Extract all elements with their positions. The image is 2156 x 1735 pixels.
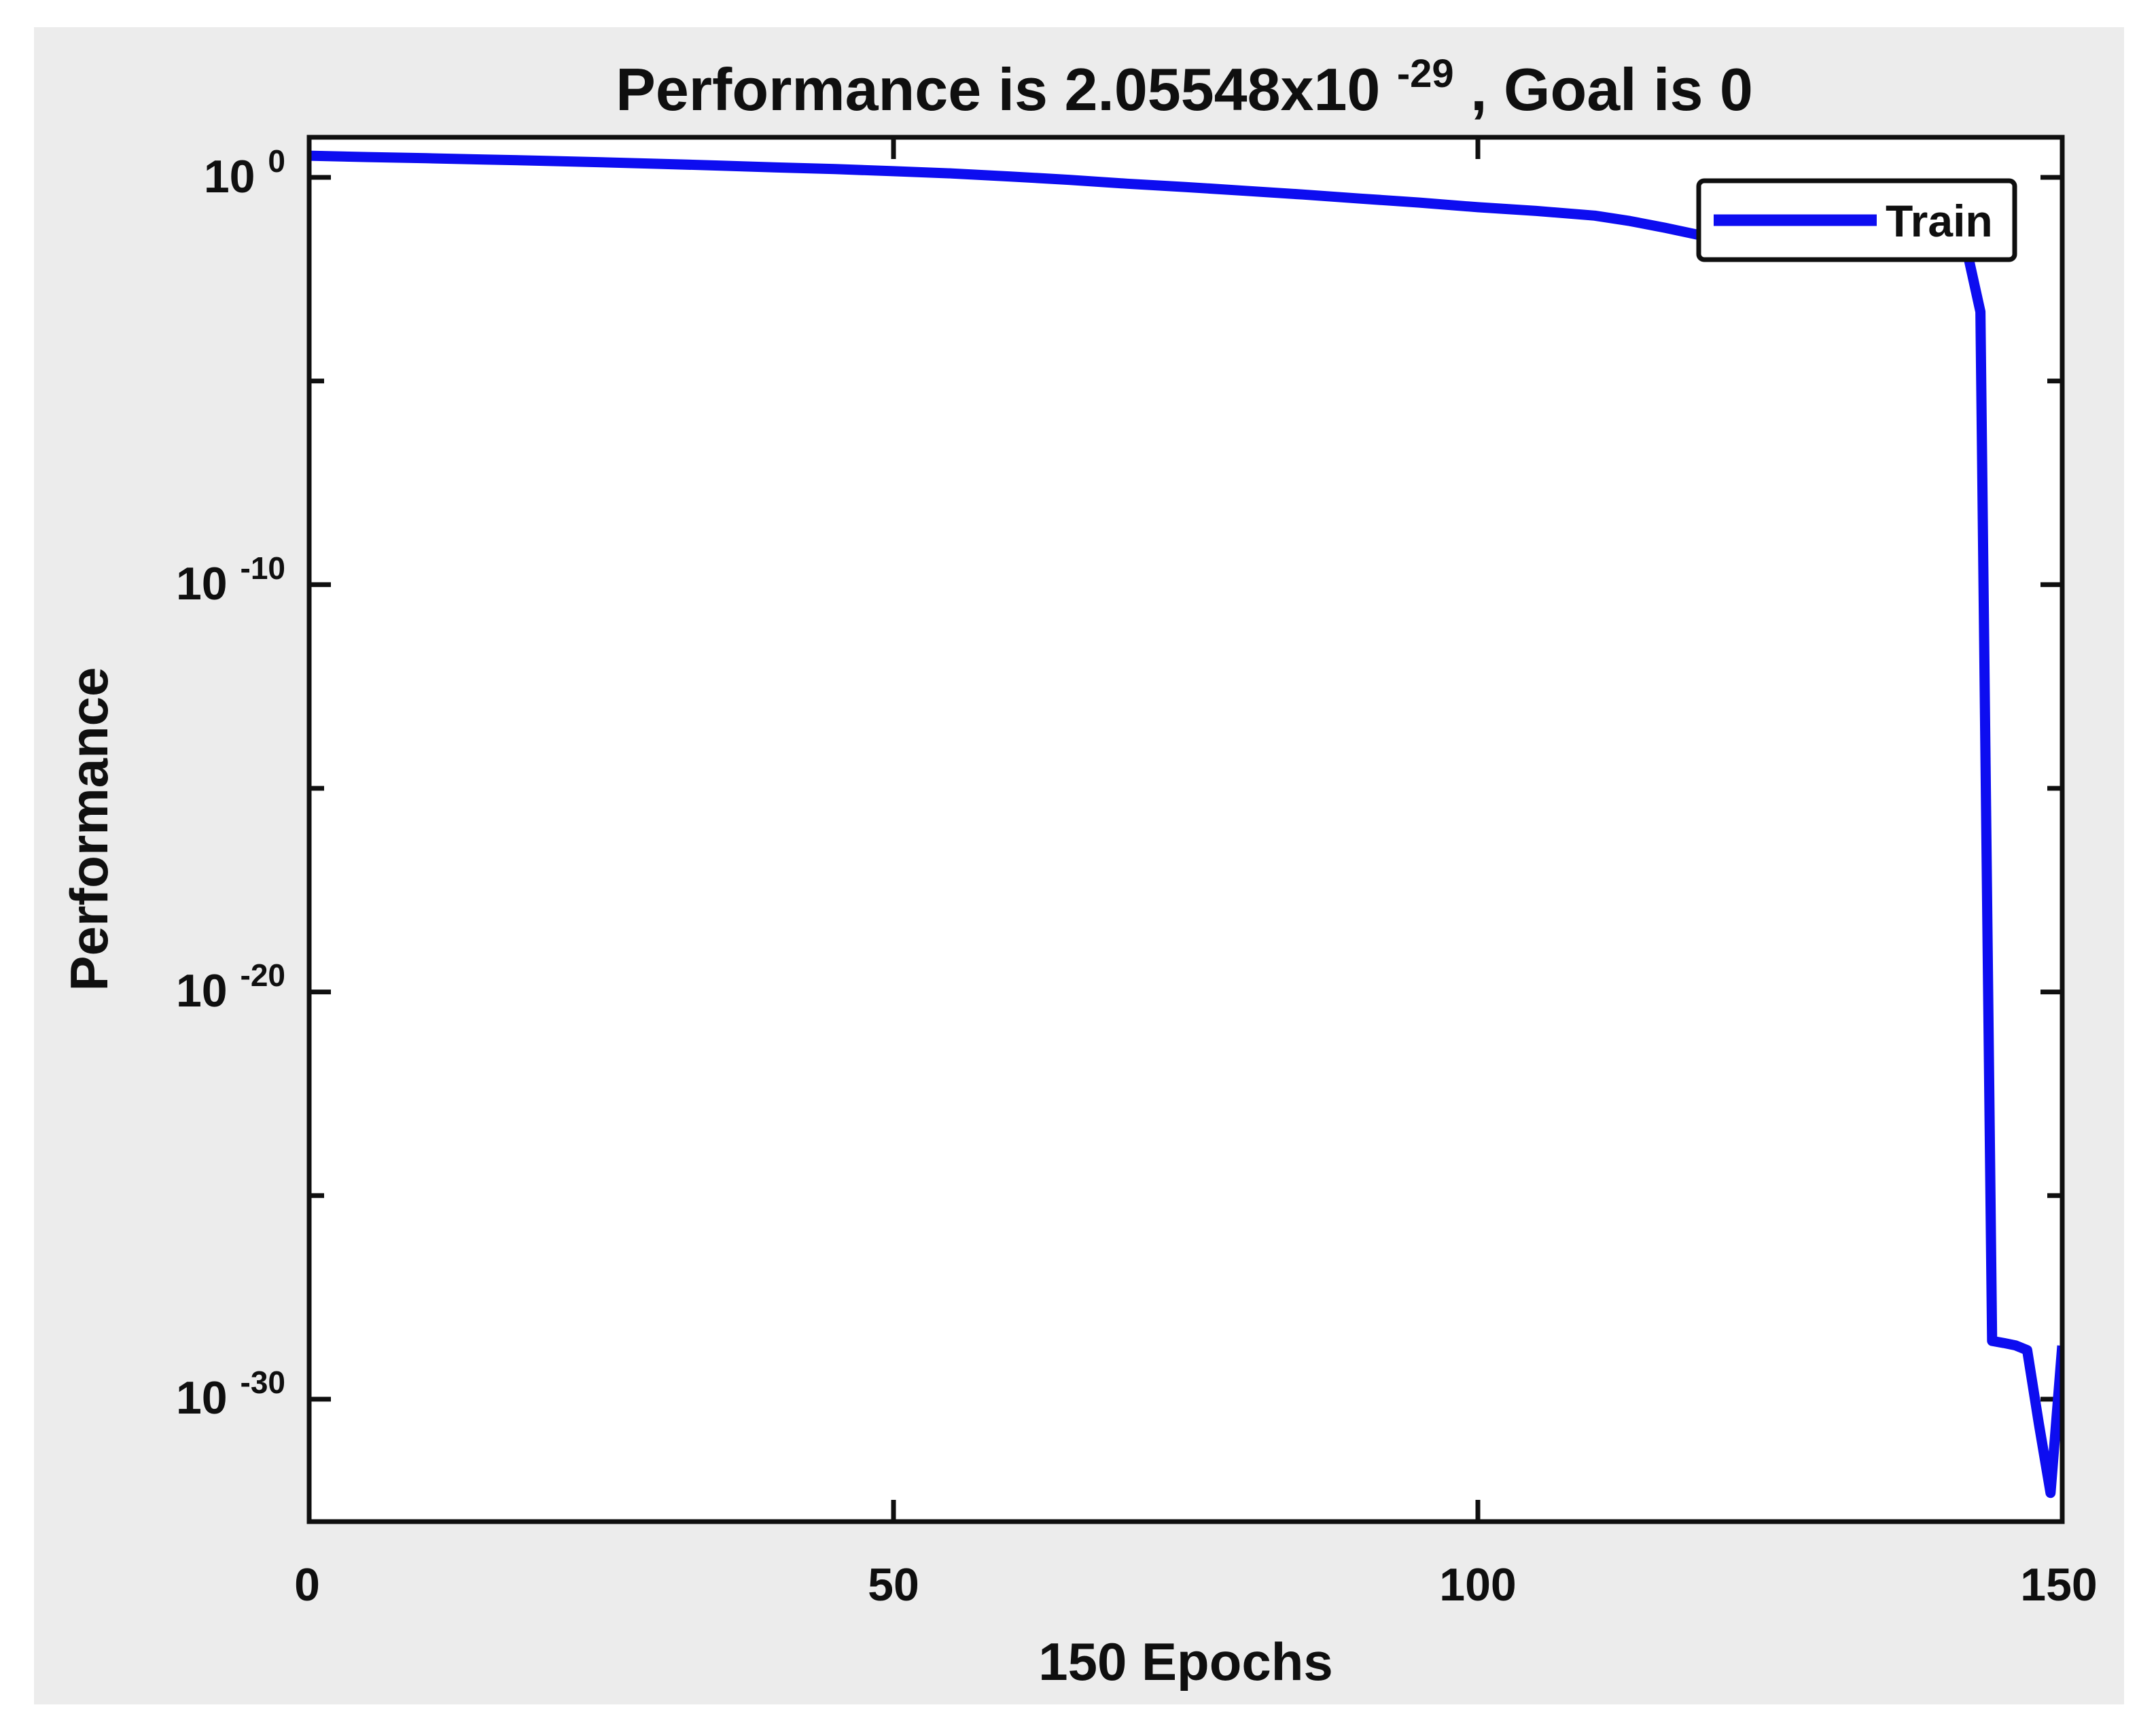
- y-tick-label-1e-30: 10 -30: [176, 1365, 285, 1424]
- y-tick-label-1e0: 10 0: [204, 143, 285, 203]
- y-tick-label-1e-20: 10 -20: [176, 958, 285, 1017]
- chart-title-text: Performance is 2.05548x10: [616, 56, 1380, 123]
- plot-area: [309, 137, 2062, 1522]
- chart-title-exponent: -29: [1397, 52, 1454, 96]
- y-axis-label: Performance: [59, 667, 119, 992]
- x-axis-label: 150 Epochs: [1038, 1632, 1333, 1692]
- chart-title: Performance is 2.05548x10 -29 , Goal is …: [616, 33, 1753, 123]
- x-tick-label-100: 100: [1439, 1559, 1516, 1611]
- legend: Train: [1696, 178, 2017, 262]
- chart-title-suffix: , Goal is 0: [1470, 56, 1753, 123]
- x-tick-label-0: 0: [294, 1559, 320, 1611]
- y-tick-label-1e-10: 10 -10: [176, 550, 285, 610]
- train-curve: [309, 150, 2062, 1499]
- x-tick-label-50: 50: [868, 1559, 919, 1611]
- plot-border: [306, 135, 2065, 1524]
- legend-train-label: Train: [1886, 196, 1993, 246]
- axis-ticks: [309, 137, 2062, 1522]
- x-tick-label-150: 150: [2020, 1559, 2097, 1611]
